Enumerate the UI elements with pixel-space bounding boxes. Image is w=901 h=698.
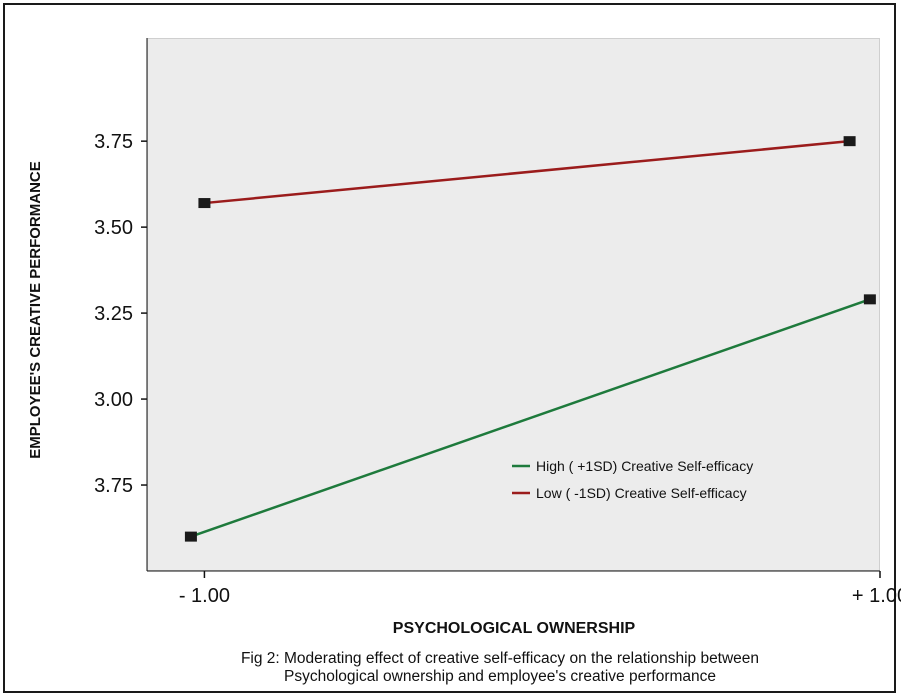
x-axis-title: PSYCHOLOGICAL OWNERSHIP — [393, 620, 636, 637]
figure-caption: Fig 2: Moderating effect of creative sel… — [100, 650, 900, 686]
y-axis-title: EMPLOYEE'S CREATIVE PERFORMANCE — [27, 161, 44, 459]
legend-label: Low ( -1SD) Creative Self-efficacy — [536, 485, 747, 501]
data-point-marker — [863, 294, 876, 305]
y-tick-label: 3.75 — [94, 131, 133, 153]
data-point-marker — [184, 531, 197, 542]
x-tick-label: - 1.00 — [179, 585, 230, 607]
data-point-marker — [198, 198, 211, 209]
series-line — [204, 139, 850, 205]
data-point-marker — [843, 136, 856, 147]
legend: High ( +1SD) Creative Self-efficacy Low (… — [512, 458, 753, 501]
y-tick-label: 3.00 — [94, 389, 133, 411]
caption-line-2: Psychological ownership and employee's c… — [283, 668, 717, 685]
x-tick-label: + 1.00 — [852, 585, 901, 607]
y-tick-label: 3.50 — [94, 217, 133, 239]
y-tick-label: 3.75 — [94, 475, 133, 497]
series-layer — [184, 136, 876, 542]
y-tick-label: 3.25 — [94, 303, 133, 325]
axes: 3.75 3.50 3.25 3.00 3.75 - 1.00 + 1.00 — [94, 38, 901, 607]
legend-label: High ( +1SD) Creative Self-efficacy — [536, 458, 753, 474]
caption-line-1: Fig 2: Moderating effect of creative sel… — [240, 650, 760, 667]
plot-area — [147, 38, 880, 571]
series-line — [190, 298, 871, 538]
